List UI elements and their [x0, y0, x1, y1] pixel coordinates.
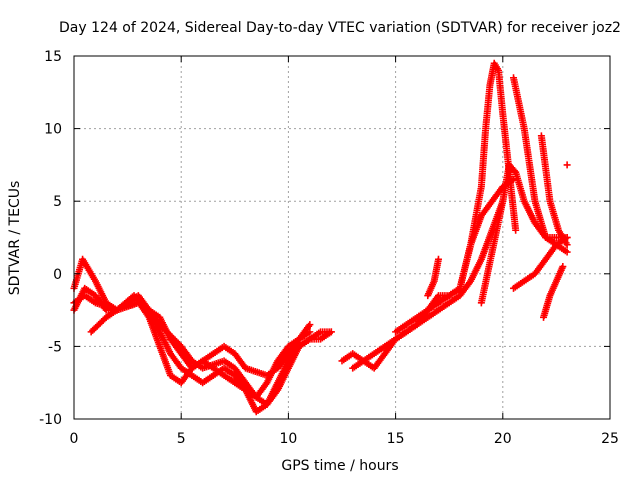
series-track-4 [70, 292, 335, 408]
y-tick-label: -5 [48, 339, 62, 355]
series-track-14 [563, 161, 571, 169]
data-point [563, 234, 571, 241]
grid [74, 56, 610, 419]
chart-title: Day 124 of 2024, Sidereal Day-to-day VTE… [59, 20, 621, 36]
data-series [70, 59, 571, 416]
y-tick-label: -10 [39, 412, 62, 428]
data-point [306, 321, 314, 329]
y-tick-label: 10 [44, 122, 62, 138]
data-point [559, 263, 567, 271]
series-track-1 [70, 255, 335, 416]
series-track-13 [424, 255, 442, 300]
x-tick-label: 5 [177, 431, 186, 447]
x-tick-label: 20 [494, 431, 512, 447]
x-tick-label: 15 [387, 431, 405, 447]
series-track-10 [537, 132, 571, 249]
y-axis-ticks: -10 -5 0 5 10 15 [39, 49, 610, 428]
series-track-12 [540, 263, 567, 321]
data-point [563, 248, 571, 256]
data-point [510, 167, 518, 175]
x-tick-label: 25 [601, 431, 619, 447]
data-point [306, 328, 314, 336]
x-axis-label: GPS time / hours [281, 458, 398, 474]
y-tick-label: 0 [53, 267, 62, 283]
data-point [512, 226, 520, 234]
series-track-11 [510, 234, 571, 292]
data-point [434, 255, 442, 263]
x-tick-label: 0 [70, 431, 79, 447]
data-point [563, 241, 571, 249]
y-tick-label: 5 [53, 194, 62, 210]
x-axis-ticks: 0 5 10 15 20 25 [70, 56, 619, 447]
data-point [563, 161, 571, 169]
data-point [327, 328, 335, 336]
y-tick-label: 15 [44, 49, 62, 65]
series-track-7 [392, 59, 520, 336]
x-tick-label: 10 [279, 431, 297, 447]
plot-frame [73, 55, 611, 420]
series-track-9 [510, 74, 571, 256]
y-axis-label: SDTVAR / TECUs [7, 181, 23, 296]
